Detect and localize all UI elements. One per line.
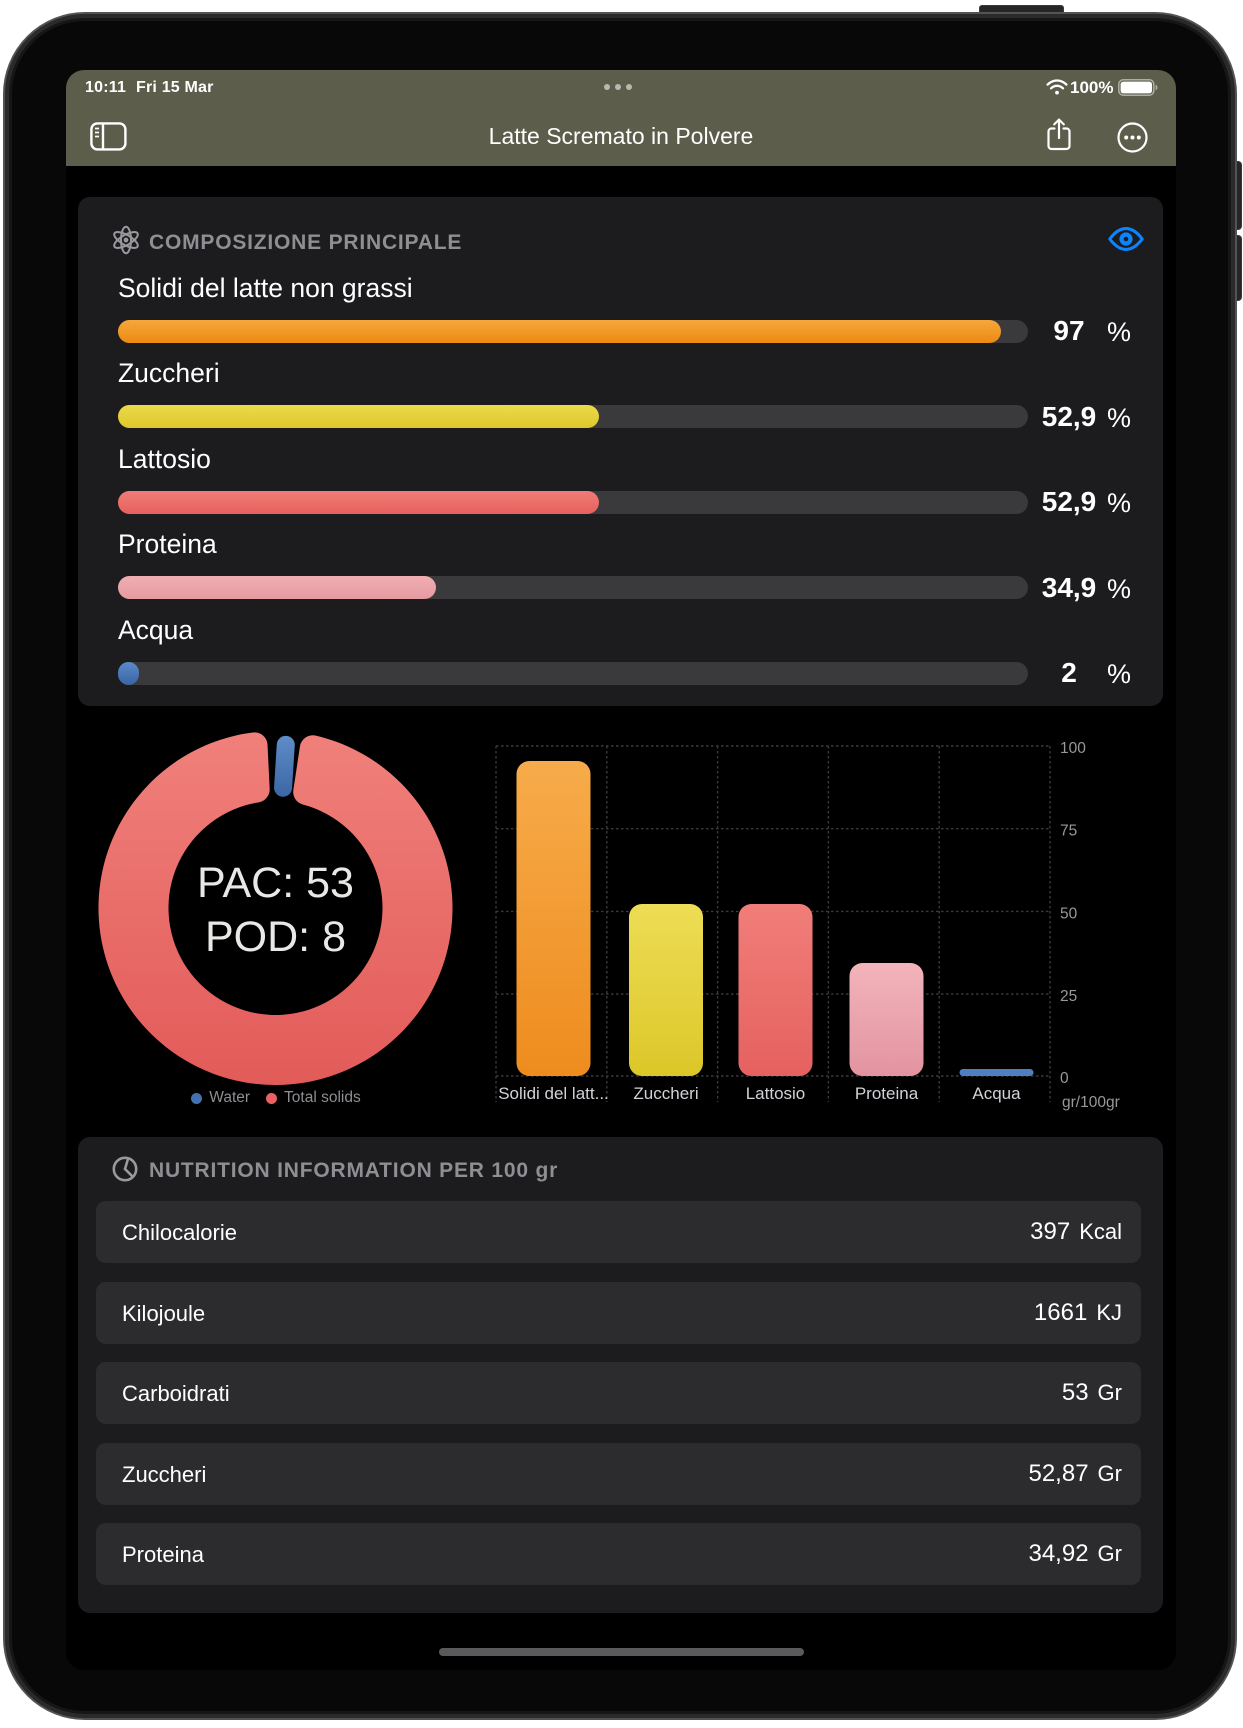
svg-text:0: 0 bbox=[1060, 1070, 1069, 1087]
svg-text:75: 75 bbox=[1060, 823, 1077, 840]
svg-text:Solidi del latt...: Solidi del latt... bbox=[498, 1084, 609, 1103]
svg-text:100: 100 bbox=[1060, 740, 1086, 757]
svg-text:Zuccheri: Zuccheri bbox=[633, 1084, 698, 1103]
svg-text:Proteina: Proteina bbox=[855, 1084, 919, 1103]
svg-text:PAC: 53: PAC: 53 bbox=[197, 859, 354, 907]
svg-text:POD: 8: POD: 8 bbox=[205, 913, 346, 961]
svg-text:gr/100gr: gr/100gr bbox=[1062, 1094, 1120, 1111]
svg-text:Acqua: Acqua bbox=[972, 1084, 1021, 1103]
svg-text:25: 25 bbox=[1060, 988, 1077, 1005]
svg-text:50: 50 bbox=[1060, 905, 1078, 922]
svg-text:Lattosio: Lattosio bbox=[746, 1084, 806, 1103]
